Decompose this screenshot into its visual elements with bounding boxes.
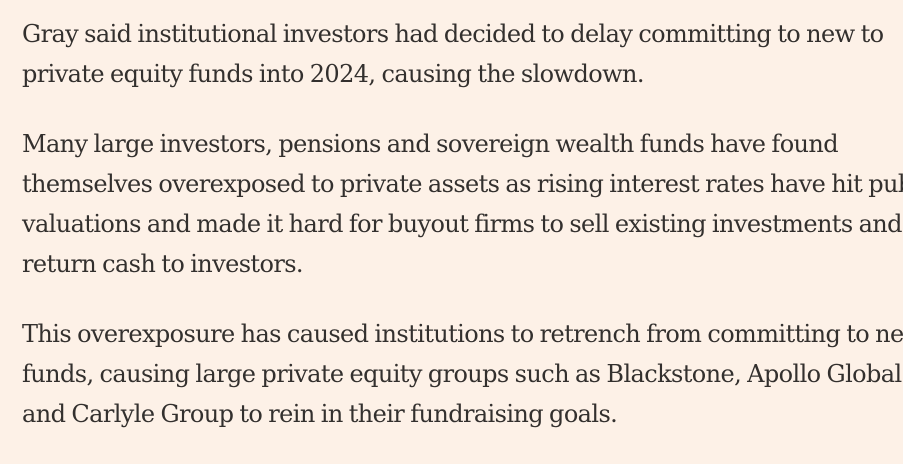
paragraph-line: valuations and made it hard for buyout f… xyxy=(22,210,903,238)
paragraph-line: funds, causing large private equity grou… xyxy=(22,360,902,388)
paragraph-line: and Carlyle Group to rein in their fundr… xyxy=(22,400,618,428)
paragraph-line: Many large investors, pensions and sover… xyxy=(22,130,839,158)
paragraph-retrench: This overexposure has caused institution… xyxy=(22,314,903,434)
article-body: Gray said institutional investors had de… xyxy=(22,14,903,464)
paragraph-line: return cash to investors. xyxy=(22,250,304,278)
paragraph-overexposure: Many large investors, pensions and sover… xyxy=(22,124,903,284)
paragraph-gray-delay: Gray said institutional investors had de… xyxy=(22,14,892,94)
paragraph-line: This overexposure has caused institution… xyxy=(22,320,903,348)
paragraph-line: private equity funds into 2024, causing … xyxy=(22,60,645,88)
paragraph-line: Gray said institutional investors had de… xyxy=(22,20,884,48)
paragraph-line: themselves overexposed to private assets… xyxy=(22,170,903,198)
